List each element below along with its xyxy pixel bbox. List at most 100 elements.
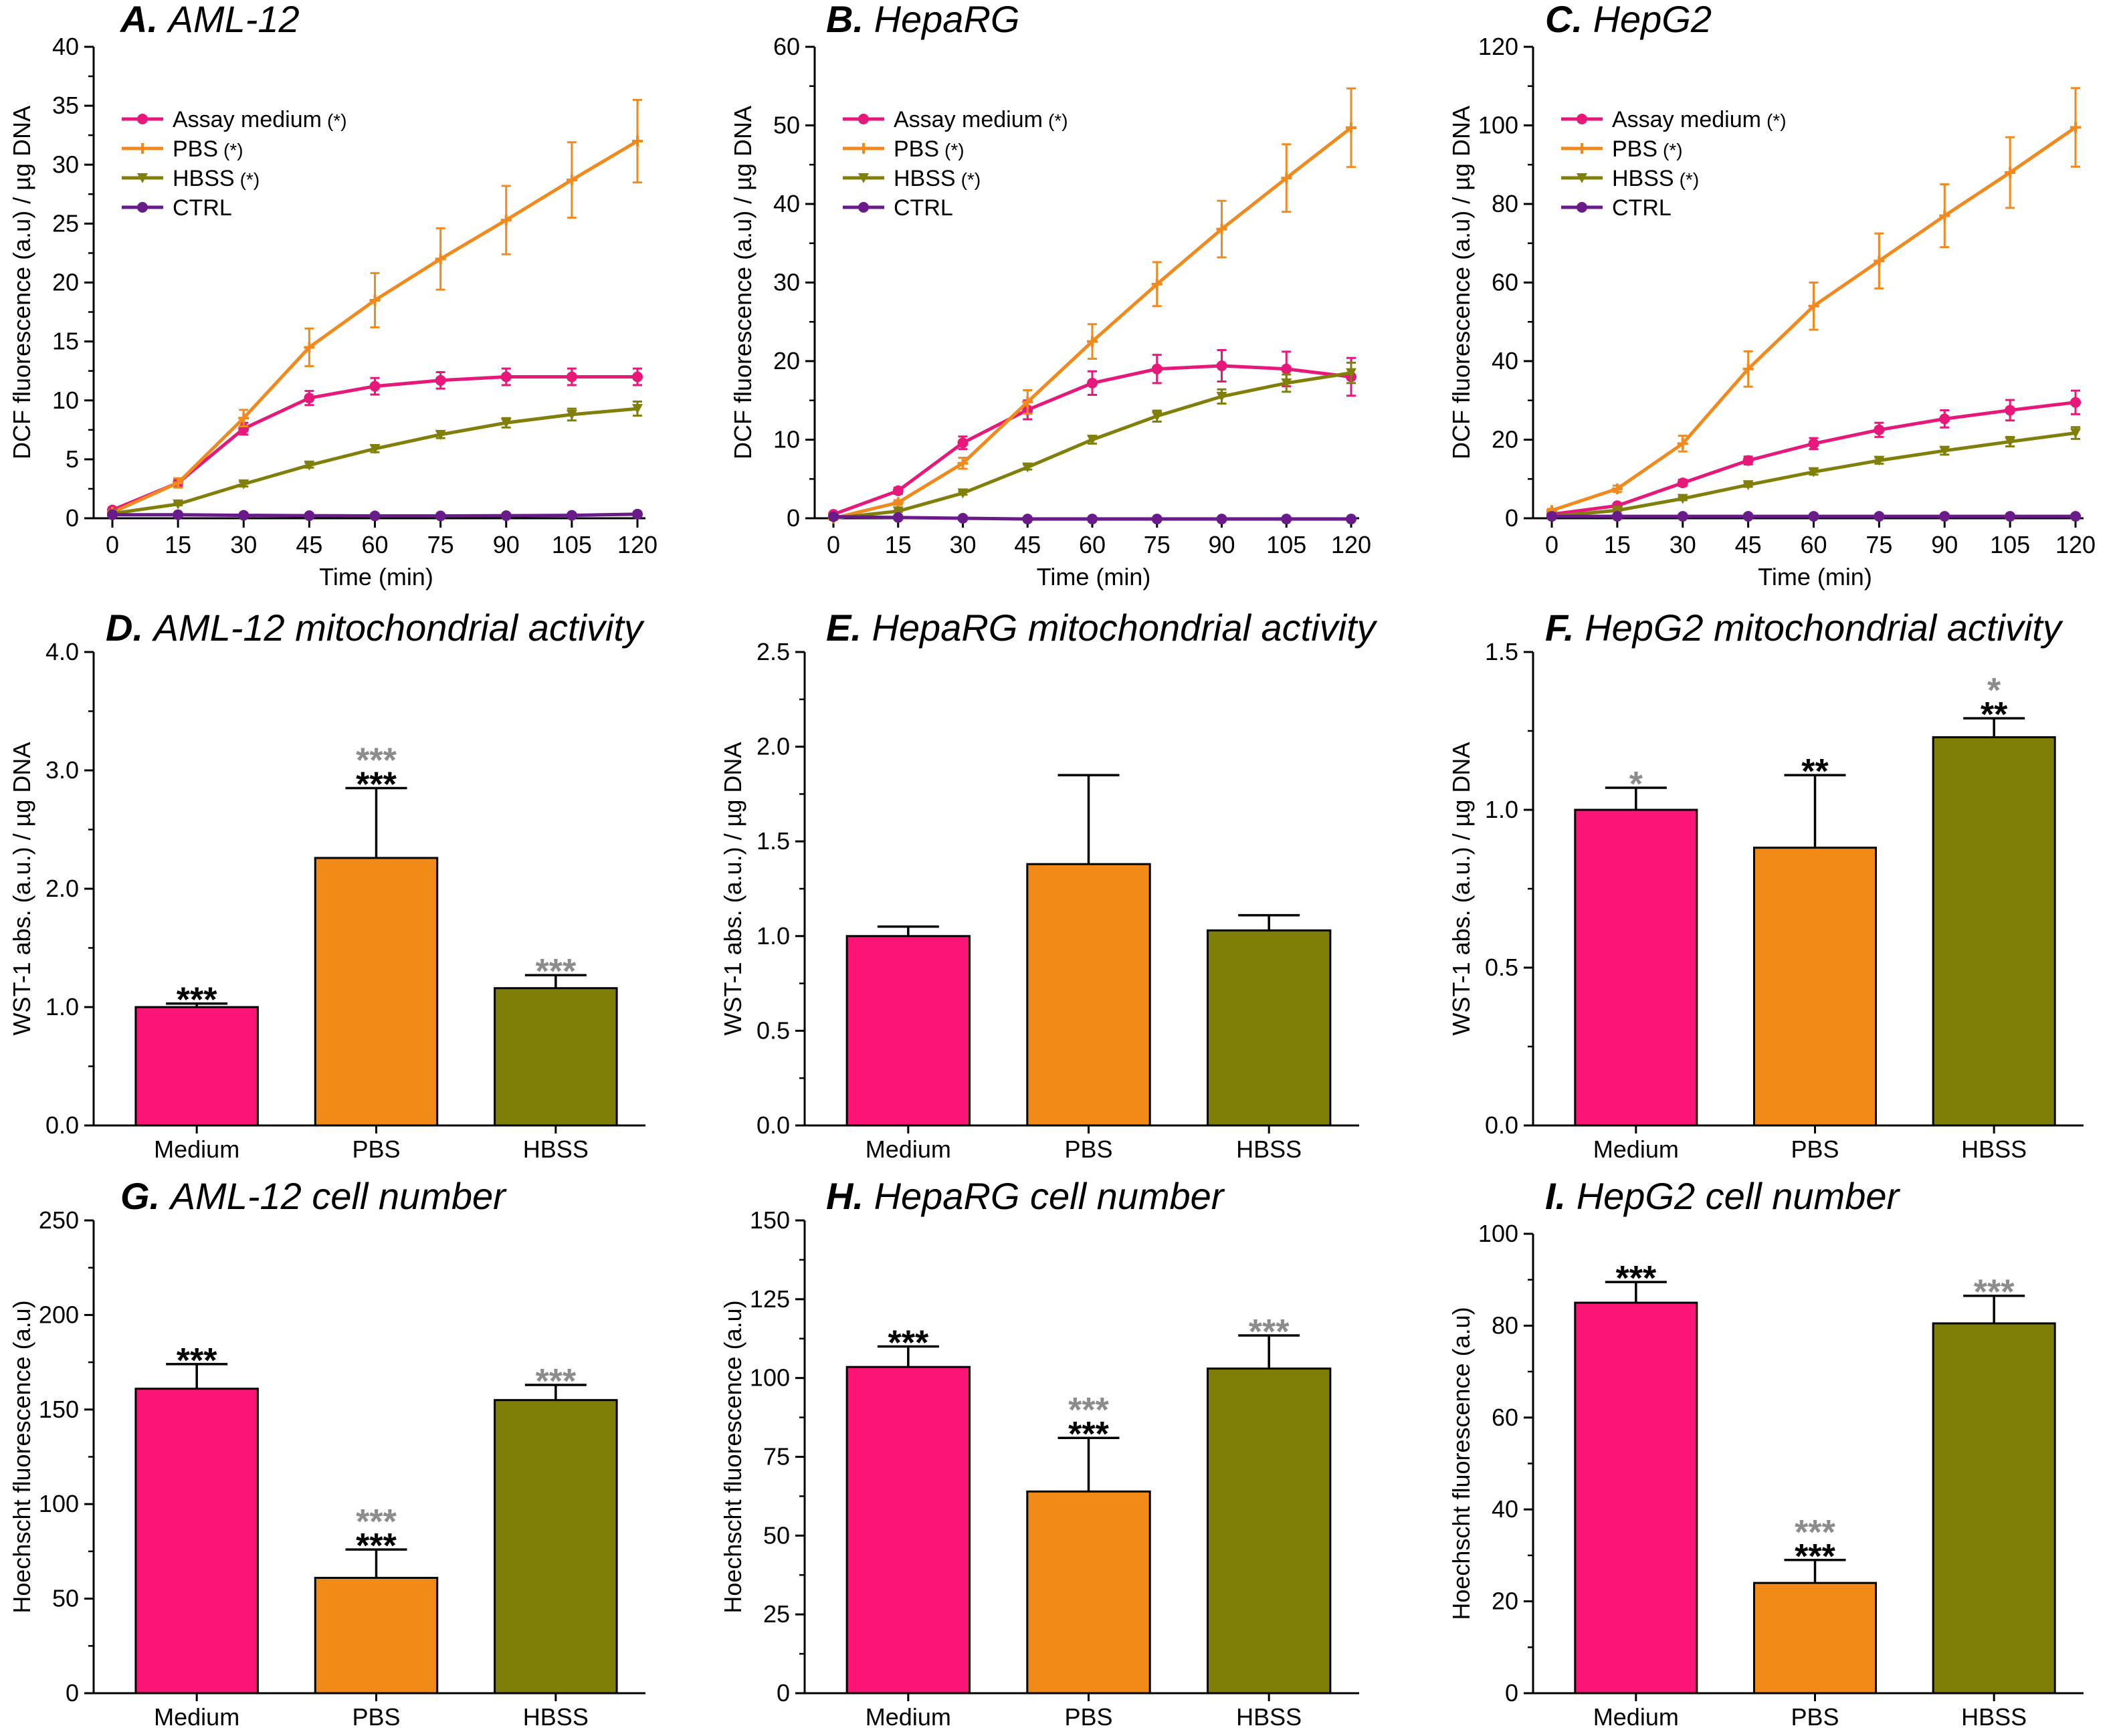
panel-e-ytick-label: 1.5 xyxy=(756,827,790,855)
panel-a-legend: Assay medium (*)PBS (*)HBSS (*)CTRL xyxy=(122,107,347,221)
panel-a-legend-entry: PBS (*) xyxy=(173,136,243,162)
panel-a-legend-entry: HBSS (*) xyxy=(173,166,260,191)
panel-c-title-letter: C. xyxy=(1545,0,1593,40)
panel-e-category-label: HBSS xyxy=(1236,1135,1302,1163)
panel-b-xlabel: Time (min) xyxy=(1037,563,1151,590)
panel-d-ytick-label: 0.0 xyxy=(45,1111,79,1139)
panel-h-ytick-label: 75 xyxy=(763,1443,790,1471)
panel-i-sig-black: *** xyxy=(1795,1537,1835,1576)
panel-h-sig-grey: *** xyxy=(1068,1391,1109,1430)
panel-h-error-bar xyxy=(1238,1334,1300,1369)
panel-c-point xyxy=(2070,122,2081,133)
panel-c-point xyxy=(2005,405,2016,416)
panel-b-xtick-label: 0 xyxy=(827,531,840,558)
panel-c-point xyxy=(1808,511,1819,522)
panel-c-title-text: HepG2 xyxy=(1593,0,1712,40)
panel-b-ylabel: DCF fluorescence (a.u) / µg DNA xyxy=(729,106,756,459)
panel-c: C. HepG2 0 20 40 60 80 100 120 0 15 30 45 60 75 90 105 1… xyxy=(1447,0,2096,590)
panel-e-ytick-label: 2.5 xyxy=(756,638,790,665)
panel-f-ytick-label: 0.0 xyxy=(1485,1111,1518,1139)
panel-f-ylabel: WST-1 abs. (a.u.) / µg DNA xyxy=(1447,742,1475,1036)
panel-a-point xyxy=(238,413,249,424)
panel-g-bar-hbss xyxy=(494,1399,618,1695)
panel-c-xtick-label: 45 xyxy=(1735,531,1762,558)
panel-e-category-label: Medium xyxy=(866,1135,951,1163)
panel-i-ytick-label: 0 xyxy=(1505,1679,1518,1707)
panel-b-point xyxy=(1087,514,1098,525)
panel-a-ytick-label: 25 xyxy=(52,209,79,237)
panel-b-ytick-label: 30 xyxy=(773,269,800,296)
panel-i-sig-grey: *** xyxy=(1974,1273,2015,1312)
panel-i-ytick-label: 80 xyxy=(1492,1311,1518,1339)
panel-h: H. HepaRG cell number 0 25 50 75 100 125 150 Hoe… xyxy=(719,1175,1359,1731)
panel-e-error-bar xyxy=(1057,774,1120,865)
panel-c-ytick-label: 0 xyxy=(1505,504,1518,532)
panel-a-point xyxy=(304,342,315,353)
panel-c-point xyxy=(2005,437,2016,447)
panel-a-xtick-label: 120 xyxy=(617,531,658,558)
panel-f-title-text: HepG2 mitochondrial activity xyxy=(1585,607,2063,649)
panel-b-legend-entry: Assay medium (*) xyxy=(894,107,1068,132)
panel-d-sig-black: *** xyxy=(177,981,217,1020)
panel-d-category-label: HBSS xyxy=(523,1135,589,1163)
panel-f-sig-grey: * xyxy=(1987,671,2001,710)
panel-a-legend-entry: CTRL xyxy=(173,195,232,221)
panel-a-point xyxy=(173,477,184,489)
panel-i-error-bar xyxy=(1963,1294,2025,1323)
panel-d-sig-grey: *** xyxy=(356,742,397,780)
panel-i-title-text: HepG2 cell number xyxy=(1577,1175,1901,1217)
panel-h-bar-pbs xyxy=(1026,1490,1151,1695)
panel-h-title-text: HepaRG cell number xyxy=(874,1175,1225,1217)
panel-i-bar-hbss xyxy=(1932,1322,2056,1695)
panel-c-xtick-label: 90 xyxy=(1931,531,1958,558)
panel-i-sig-grey: *** xyxy=(1795,1513,1835,1552)
panel-b-xtick-label: 90 xyxy=(1208,531,1235,558)
panel-e-title-text: HepaRG mitochondrial activity xyxy=(872,607,1377,649)
panel-f-category-label: HBSS xyxy=(1961,1135,2027,1163)
panel-i-bar-medium xyxy=(1574,1301,1698,1695)
panel-a-legend-marker xyxy=(137,173,148,183)
panel-a-series-0 xyxy=(107,367,643,516)
panel-b-point xyxy=(892,497,904,508)
panel-e-ytick-label: 0.5 xyxy=(756,1016,790,1044)
panel-c-xtick-label: 120 xyxy=(2055,531,2096,558)
panel-g-ytick-label: 100 xyxy=(39,1490,79,1517)
panel-g-error-bar xyxy=(345,1548,407,1578)
panel-b: B. HepaRG 0 10 20 30 40 50 60 0 15 30 45 60 75 90 105 12… xyxy=(729,0,1371,590)
panel-e-error-bar xyxy=(877,925,939,936)
panel-g-bar-pbs xyxy=(314,1576,439,1695)
panel-h-ytick-label: 50 xyxy=(763,1521,790,1549)
panel-a-point xyxy=(435,374,446,386)
panel-d-title-text: AML-12 mitochondrial activity xyxy=(152,607,645,649)
panel-c-xtick-label: 105 xyxy=(1990,531,2030,558)
panel-h-error-bar xyxy=(877,1345,939,1368)
panel-f-ytick-label: 1.0 xyxy=(1485,796,1518,823)
panel-i-ytick-label: 100 xyxy=(1478,1220,1518,1247)
panel-a-point xyxy=(566,409,577,420)
panel-f-ytick-label: 0.5 xyxy=(1485,954,1518,981)
panel-b-legend-marker xyxy=(858,173,869,183)
panel-b-point xyxy=(1216,391,1227,402)
panel-b-legend-sig: (*) xyxy=(1048,110,1068,131)
panel-c-point xyxy=(1677,494,1688,504)
panel-c-point xyxy=(1874,455,1885,466)
panel-c-legend-name: PBS xyxy=(1612,136,1657,162)
panel-b-point xyxy=(957,437,969,449)
panel-c-legend-marker xyxy=(1577,202,1587,213)
panel-i-ylabel: Hoechscht fluorescence (a.u) xyxy=(1447,1307,1475,1620)
panel-h-title: H. HepaRG cell number xyxy=(826,1175,1225,1217)
panel-c-point xyxy=(1611,483,1623,494)
panel-b-xtick-label: 75 xyxy=(1144,531,1171,558)
panel-b-legend-name: Assay medium xyxy=(894,107,1043,132)
panel-c-point xyxy=(1939,445,1950,456)
panel-b-point xyxy=(1087,377,1098,389)
panel-a-point xyxy=(566,175,577,186)
panel-a-point xyxy=(500,371,512,383)
panel-h-category-label: Medium xyxy=(866,1703,951,1731)
panel-e-bar-pbs xyxy=(1026,863,1151,1127)
panel-c-ytick-label: 20 xyxy=(1492,426,1518,453)
panel-a-point xyxy=(304,393,315,404)
panel-a-series-3 xyxy=(107,508,643,522)
panel-i-title: I. HepG2 cell number xyxy=(1545,1175,1900,1217)
panel-d-error-bar xyxy=(524,974,587,988)
